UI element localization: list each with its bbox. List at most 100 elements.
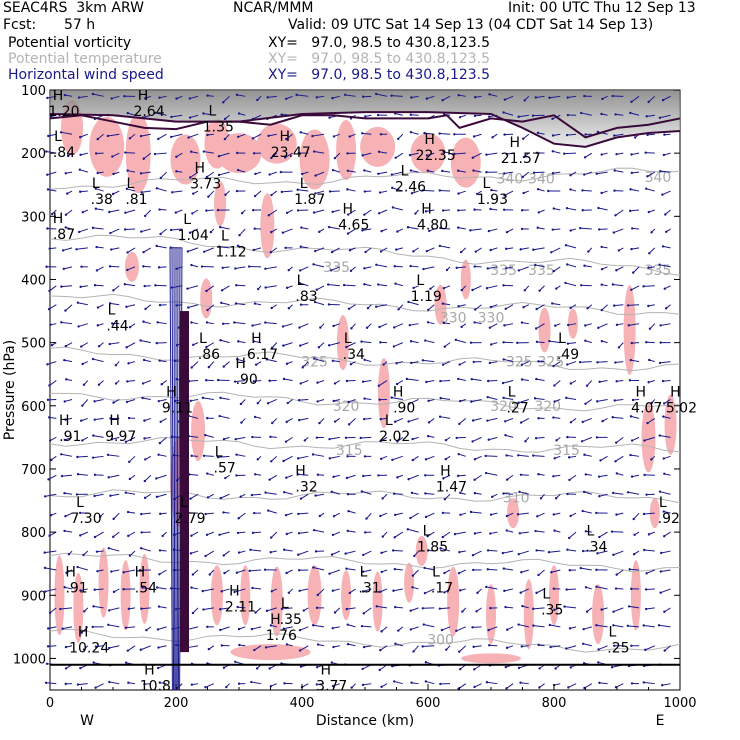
extremum-letter: H [144, 663, 155, 679]
wind-vector-head [124, 211, 127, 214]
wind-vector-head [363, 283, 366, 286]
wind-vector-head [220, 590, 223, 593]
wind-vector-head [362, 645, 366, 649]
wind-vector-head [140, 607, 143, 610]
wind-vector-head [598, 681, 601, 685]
wind-vector [252, 587, 262, 590]
wind-vector [471, 378, 482, 382]
wind-vector-head [440, 628, 444, 632]
wind-vector [328, 342, 340, 346]
wind-vector-head [552, 416, 555, 419]
extremum-value: 6.17 [247, 347, 278, 363]
wind-vector-head [555, 439, 558, 442]
wind-vector-head [553, 529, 556, 532]
wind-vector-head [473, 491, 477, 495]
wind-vector-head [469, 510, 473, 514]
wind-vector [504, 323, 514, 326]
wind-vector [313, 624, 325, 628]
wind-vector-head [409, 113, 413, 116]
wind-vector-head [600, 308, 603, 312]
wind-vector-head [614, 460, 617, 463]
extremum-value: .34 [585, 540, 607, 556]
wind-vector-head [614, 214, 617, 217]
wind-vector-head [659, 341, 662, 344]
wind-vector-head [225, 685, 228, 689]
wind-vector [506, 474, 514, 481]
wind-vector [79, 228, 88, 233]
wind-vector [189, 228, 199, 234]
wind-vector [332, 531, 340, 536]
wind-vector-head [504, 665, 508, 669]
wind-vector [205, 512, 214, 515]
wind-vector-head [378, 325, 381, 329]
wind-vector-head [111, 155, 114, 158]
x-tick-label: 400 [290, 696, 315, 711]
wind-vector [551, 247, 561, 253]
wind-vector-head [442, 477, 445, 480]
extremum-letter: L [542, 587, 550, 603]
extremum-letter: H [440, 464, 451, 480]
wind-vector [552, 150, 561, 154]
wind-vector [633, 512, 640, 520]
wind-vector-head [155, 341, 158, 345]
wind-vector [363, 380, 372, 383]
wind-vector-head [157, 399, 161, 403]
wind-vector-head [379, 648, 382, 652]
wind-vector [426, 152, 435, 156]
wind-vector-head [123, 94, 126, 98]
wind-vector-head [659, 570, 663, 573]
wind-vector-head [299, 269, 302, 272]
wind-vector-head [318, 421, 321, 425]
wind-vector-head [394, 156, 397, 159]
wind-vector [661, 550, 671, 554]
wind-vector-head [333, 420, 337, 423]
wind-vector [520, 682, 529, 685]
wind-vector [553, 361, 561, 367]
wind-vector [125, 626, 136, 629]
wind-vector [313, 209, 325, 214]
wind-vector [252, 531, 262, 534]
wind-vector-head [628, 209, 632, 213]
wind-vector-head [222, 101, 225, 104]
extremum-letter: L [385, 413, 393, 429]
extremum-value: 1.85 [417, 540, 448, 556]
wind-vector-head [552, 207, 555, 210]
wind-vector-head [270, 590, 273, 593]
wind-vector [517, 512, 529, 515]
wind-vector-head [486, 419, 489, 422]
wind-vector [299, 645, 309, 651]
wind-vector [237, 531, 246, 534]
wind-vector [80, 285, 88, 288]
wind-vector-head [190, 366, 193, 369]
wind-vector [266, 645, 277, 648]
wind-vector-head [311, 134, 314, 138]
extremum-value: .91 [59, 429, 81, 445]
wind-vector-head [256, 458, 259, 461]
wind-vector-head [350, 686, 353, 689]
wind-vector-head [429, 287, 432, 290]
wind-vector-head [531, 114, 535, 117]
wind-vector-head [315, 96, 319, 99]
wind-vector-head [270, 193, 273, 197]
wind-vector [158, 606, 167, 609]
wind-vector-head [533, 397, 537, 400]
wind-vector-head [650, 401, 654, 404]
wind-vector-head [331, 533, 335, 537]
wind-vector [472, 285, 482, 291]
wind-vector-head [61, 249, 65, 252]
wind-vector-head [219, 339, 222, 342]
wind-vector-head [63, 491, 66, 495]
wind-vector [344, 284, 356, 287]
wind-vector [393, 549, 403, 552]
wind-vector-head [569, 421, 573, 424]
wind-vector-head [317, 346, 321, 349]
wind-vector-head [393, 567, 397, 571]
wind-vector [663, 399, 671, 404]
wind-vector-head [235, 284, 238, 287]
pv-high-region [240, 565, 251, 626]
wind-vector [598, 323, 608, 329]
wind-vector-head [145, 628, 148, 632]
wind-vector-head [658, 490, 662, 493]
wind-vector-head [393, 536, 396, 539]
